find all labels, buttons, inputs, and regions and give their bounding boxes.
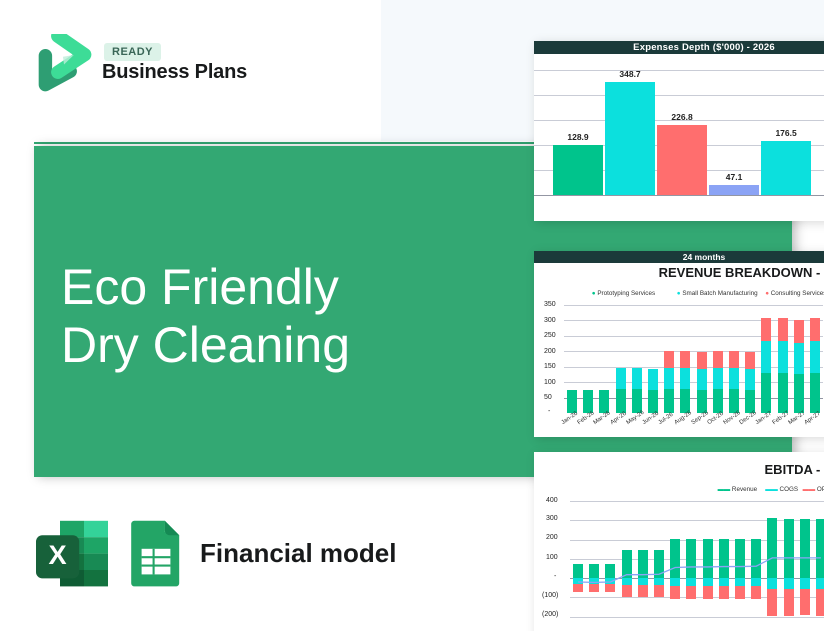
svg-text:X: X <box>49 539 67 570</box>
